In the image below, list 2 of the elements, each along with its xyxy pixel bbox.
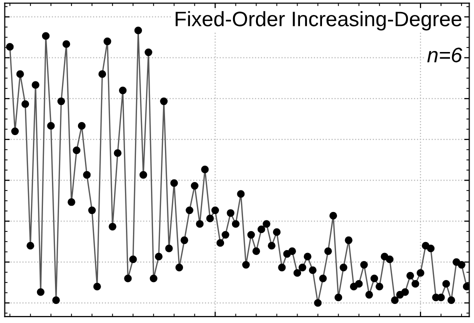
chart-title: Fixed-Order Increasing-Degree xyxy=(176,11,462,30)
text: n=6 xyxy=(427,48,462,62)
